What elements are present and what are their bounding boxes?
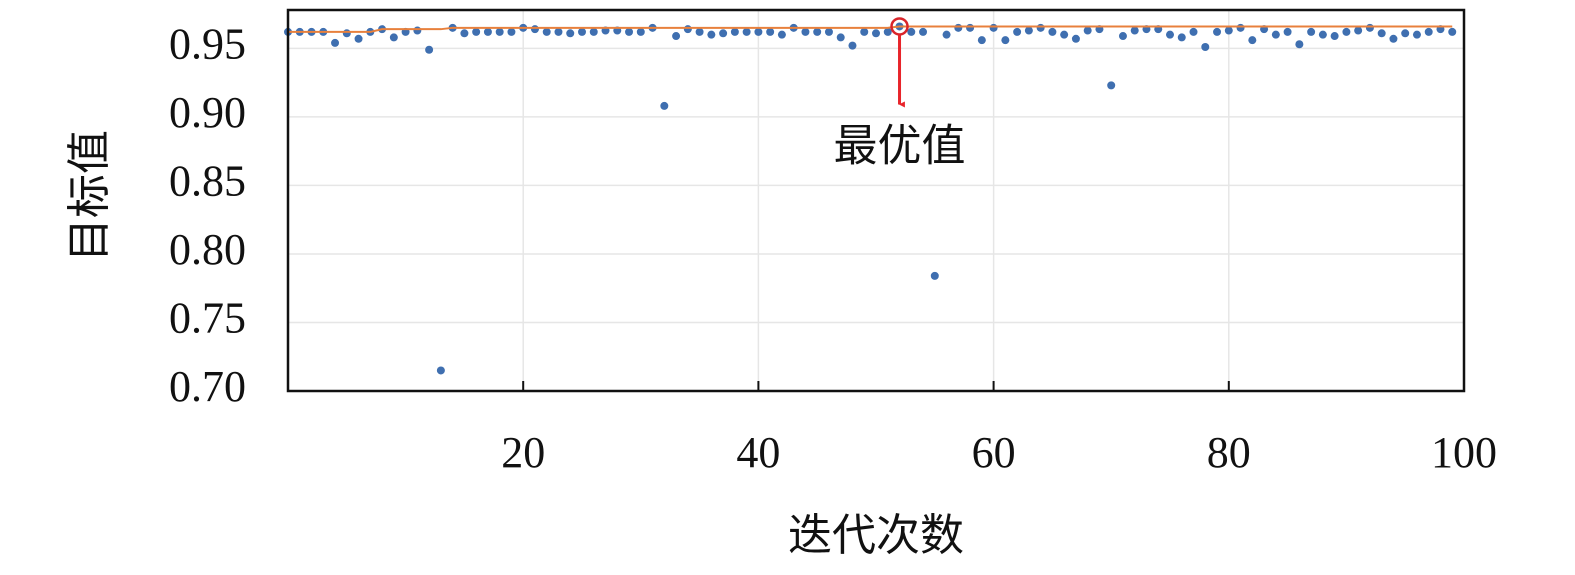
point bbox=[672, 32, 681, 41]
point bbox=[801, 27, 810, 36]
best-line bbox=[288, 25, 1453, 33]
y-tick-label: 0.80 bbox=[169, 225, 246, 274]
point bbox=[1130, 26, 1139, 35]
x-tick-label: 60 bbox=[972, 428, 1016, 477]
point bbox=[1307, 27, 1316, 36]
x-tick-label: 80 bbox=[1207, 428, 1251, 477]
y-axis-label: 目标值 bbox=[64, 130, 115, 262]
point bbox=[989, 23, 998, 32]
point bbox=[1330, 32, 1339, 41]
point bbox=[695, 27, 704, 36]
point bbox=[566, 29, 575, 38]
point bbox=[1248, 36, 1257, 45]
point bbox=[331, 38, 340, 47]
point bbox=[589, 27, 598, 36]
x-axis-label: 迭代次数 bbox=[788, 510, 964, 561]
point bbox=[872, 29, 880, 38]
point bbox=[883, 27, 892, 36]
point bbox=[530, 25, 539, 34]
y-tick-label: 0.70 bbox=[169, 362, 246, 411]
point bbox=[495, 27, 504, 36]
point bbox=[436, 366, 445, 375]
point bbox=[966, 23, 975, 32]
point bbox=[1412, 30, 1421, 39]
point bbox=[542, 27, 551, 36]
point bbox=[636, 27, 645, 36]
y-tick-label: 0.95 bbox=[169, 19, 246, 68]
point bbox=[977, 36, 986, 45]
point bbox=[413, 26, 422, 35]
point bbox=[342, 29, 351, 38]
point bbox=[1118, 32, 1127, 41]
point bbox=[1401, 29, 1410, 38]
point bbox=[554, 27, 563, 36]
point bbox=[1295, 40, 1304, 49]
point bbox=[1213, 27, 1222, 36]
x-tick-label: 20 bbox=[501, 428, 545, 477]
point bbox=[942, 30, 951, 39]
point bbox=[1365, 23, 1374, 32]
annotation: 最优值 bbox=[834, 120, 966, 171]
point bbox=[1354, 26, 1363, 35]
point bbox=[954, 23, 963, 32]
point bbox=[1083, 26, 1092, 35]
point bbox=[1342, 27, 1351, 36]
point bbox=[1377, 29, 1386, 38]
x-tick-label: 40 bbox=[736, 428, 780, 477]
point bbox=[824, 27, 833, 36]
point bbox=[1236, 23, 1245, 32]
point bbox=[1001, 36, 1010, 45]
point bbox=[848, 41, 857, 50]
point bbox=[1071, 34, 1080, 43]
point bbox=[1048, 27, 1057, 36]
point bbox=[578, 27, 586, 36]
point bbox=[1318, 30, 1327, 39]
point bbox=[1424, 27, 1433, 36]
point bbox=[754, 27, 763, 36]
point bbox=[425, 45, 434, 54]
point bbox=[1448, 27, 1457, 36]
point bbox=[472, 27, 481, 36]
point bbox=[507, 27, 516, 36]
point bbox=[660, 101, 669, 110]
point bbox=[813, 27, 822, 36]
point bbox=[907, 27, 916, 36]
point bbox=[707, 30, 716, 39]
point bbox=[1060, 30, 1069, 39]
point bbox=[719, 29, 728, 38]
point bbox=[1283, 27, 1292, 36]
point bbox=[777, 30, 786, 39]
best-marker bbox=[890, 17, 909, 36]
point bbox=[460, 29, 469, 38]
point bbox=[483, 27, 492, 36]
point bbox=[389, 33, 398, 42]
point bbox=[354, 34, 363, 43]
point bbox=[1201, 43, 1210, 52]
y-tick-label: 0.75 bbox=[169, 294, 246, 343]
point bbox=[1036, 23, 1045, 32]
y-tick-label: 0.85 bbox=[169, 157, 246, 206]
point bbox=[1166, 30, 1174, 39]
point bbox=[919, 27, 928, 36]
y-tick-label: 0.90 bbox=[169, 88, 246, 137]
point bbox=[766, 27, 775, 36]
point bbox=[1177, 33, 1186, 42]
point bbox=[730, 27, 739, 36]
point bbox=[930, 271, 939, 280]
point bbox=[625, 27, 634, 36]
point bbox=[683, 25, 692, 34]
point bbox=[1389, 34, 1398, 43]
point bbox=[860, 27, 869, 36]
point bbox=[1013, 27, 1022, 36]
point bbox=[742, 27, 751, 36]
point bbox=[1271, 30, 1280, 39]
point bbox=[1107, 81, 1116, 90]
point bbox=[836, 33, 845, 42]
x-tick-label: 100 bbox=[1431, 428, 1497, 477]
plot-frame bbox=[286, 8, 1466, 393]
point bbox=[1189, 27, 1198, 36]
point bbox=[1024, 26, 1033, 35]
point bbox=[1224, 26, 1233, 35]
